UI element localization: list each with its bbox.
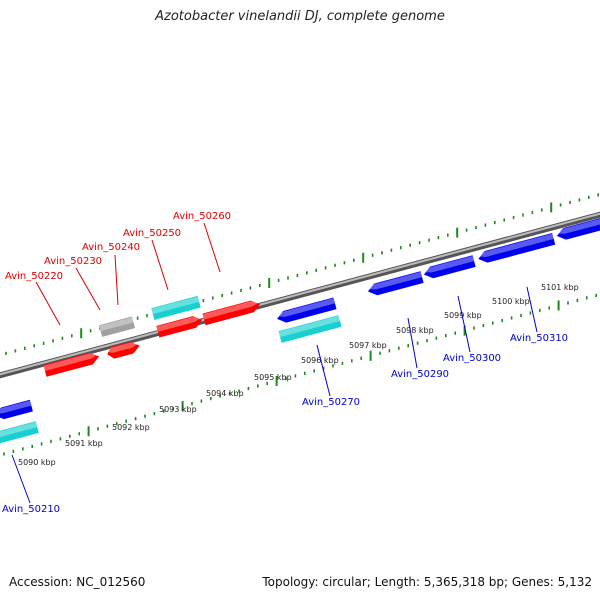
- gene-next-shine: [556, 218, 600, 234]
- label-avin-50290: Avin_50290: [391, 369, 449, 380]
- gene-rna-left-shine: [0, 421, 38, 438]
- label-avin-50210: Avin_50210: [2, 504, 60, 515]
- scale-label: 5098 kbp: [396, 326, 434, 335]
- gene-labels: Avin_50220 Avin_50230 Avin_50240 Avin_50250…: [2, 211, 568, 515]
- gene-avin-50310: [477, 232, 556, 263]
- gene-other: [99, 316, 135, 337]
- label-avin-50250-leader: [151, 239, 169, 291]
- gene-next: [556, 217, 600, 240]
- gene-avin-50290-body: [367, 271, 424, 296]
- label-avin-50260-leader: [203, 222, 221, 273]
- label-avin-50300-leader: [457, 295, 471, 353]
- gene-rna-upper: [151, 295, 201, 320]
- scale-label: 5093 kbp: [159, 405, 197, 414]
- label-avin-50300: Avin_50300: [443, 353, 501, 364]
- gene-avin-50210-body: [0, 399, 33, 420]
- scale-label: 5101 kbp: [541, 283, 579, 292]
- label-avin-50240-leader: [114, 254, 119, 306]
- gene-avin-50310-shine: [477, 233, 554, 257]
- gene-other-shine: [99, 317, 134, 332]
- scale-label: 5097 kbp: [349, 341, 387, 350]
- scale-label: 5091 kbp: [65, 439, 103, 448]
- gene-avin-50310-body: [478, 232, 556, 263]
- gene-rna-lower-body: [278, 315, 342, 343]
- label-avin-50270: Avin_50270: [302, 397, 360, 408]
- gene-avin-50230: [106, 344, 123, 359]
- gene-avin-50230-body: [107, 344, 123, 359]
- scale-label: 5095 kbp: [254, 373, 292, 382]
- gene-avin-50220-shine: [43, 353, 99, 372]
- scale-labels: 5090 kbp 5091 kbp 5092 kbp 5093 kbp 5094 kbp…: [18, 283, 579, 467]
- gene-avin-50270: [276, 297, 337, 323]
- gene-features: [0, 217, 600, 444]
- gene-avin-50240-body: [118, 341, 140, 357]
- gene-avin-50210: [0, 399, 33, 420]
- gene-avin-50220-body: [43, 352, 100, 377]
- gene-avin-50210-shine: [0, 400, 32, 414]
- gene-avin-50230-shine: [106, 345, 121, 353]
- label-avin-50210-leader: [11, 454, 31, 504]
- gene-avin-50300-body: [423, 255, 476, 279]
- scale-label: 5090 kbp: [18, 458, 56, 467]
- gene-avin-50300: [423, 255, 476, 279]
- scale-label: 5092 kbp: [112, 423, 150, 432]
- scale-label: 5100 kbp: [492, 297, 530, 306]
- label-avin-50230: Avin_50230: [44, 256, 102, 267]
- label-avin-50220: Avin_50220: [5, 271, 63, 282]
- label-avin-50250: Avin_50250: [123, 228, 181, 239]
- gene-rna-left-body: [0, 421, 39, 444]
- gene-avin-50220: [43, 352, 100, 377]
- gene-avin-50270-body: [277, 297, 337, 323]
- gene-avin-50250-shine: [156, 316, 202, 332]
- gene-avin-50300-shine: [423, 255, 475, 273]
- gene-rna-upper-shine: [151, 296, 200, 315]
- gene-avin-50260-shine: [202, 301, 260, 320]
- scale-label: 5094 kbp: [206, 389, 244, 398]
- gene-avin-50250: [156, 316, 203, 338]
- gene-avin-50240-shine: [118, 342, 139, 351]
- gene-avin-50290-shine: [367, 271, 423, 290]
- gene-rna-lower-shine: [278, 315, 340, 338]
- map-title: Azotobacter vinelandii DJ, complete geno…: [155, 9, 445, 24]
- label-avin-50230-leader: [75, 267, 101, 311]
- gene-other-body: [99, 316, 135, 337]
- gene-next-body: [556, 217, 600, 240]
- gene-avin-50260: [202, 300, 261, 326]
- accession-text: Accession: NC_012560: [9, 575, 146, 589]
- label-avin-50310-leader: [526, 286, 538, 333]
- gene-rna-upper-body: [151, 295, 201, 320]
- label-avin-50260: Avin_50260: [173, 211, 231, 222]
- genome-summary-text: Topology: circular; Length: 5,365,318 bp…: [262, 575, 592, 589]
- scale-label: 5096 kbp: [301, 356, 339, 365]
- label-avin-50270-leader: [316, 344, 331, 397]
- lower-tick-track: [3, 293, 598, 456]
- genome-backbone-highlight: [0, 212, 600, 376]
- gene-avin-50260-body: [202, 300, 261, 326]
- gene-rna-lower: [278, 315, 342, 343]
- label-avin-50220-leader: [35, 281, 61, 326]
- gene-avin-50290: [367, 271, 424, 296]
- gene-avin-50270-shine: [276, 298, 335, 317]
- label-avin-50290-leader: [407, 317, 418, 369]
- upper-tick-track: [5, 193, 600, 355]
- label-avin-50310: Avin_50310: [510, 333, 568, 344]
- gene-rna-left: [0, 421, 39, 444]
- label-avin-50240: Avin_50240: [82, 242, 140, 253]
- gene-avin-50240: [118, 341, 140, 357]
- scale-label: 5099 kbp: [444, 311, 482, 320]
- gene-avin-50250-body: [156, 316, 203, 338]
